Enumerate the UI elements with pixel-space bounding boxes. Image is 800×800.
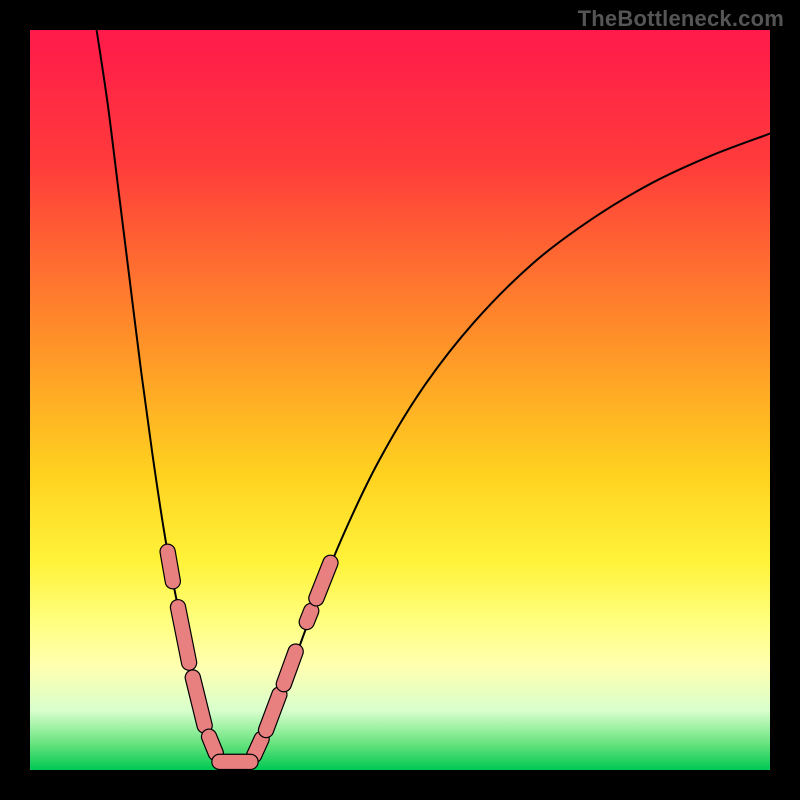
marker-segment <box>254 739 261 755</box>
chart-frame: TheBottleneck.com <box>0 0 800 800</box>
watermark-text: TheBottleneck.com <box>578 6 784 32</box>
marker-segment <box>209 737 216 753</box>
bottleneck-curve-chart <box>30 30 770 770</box>
plot-area <box>30 30 770 770</box>
gradient-background <box>30 30 770 770</box>
marker-segment <box>168 552 173 582</box>
marker-segment <box>307 611 311 622</box>
